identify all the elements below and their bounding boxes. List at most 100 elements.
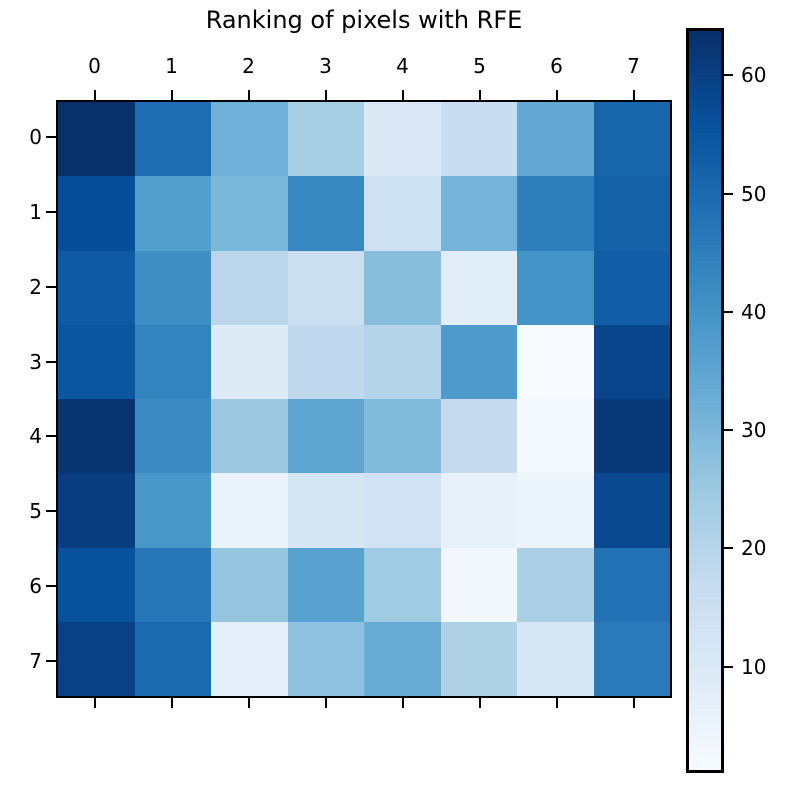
heatmap-cell [593,176,670,251]
tick-mark [46,584,56,587]
tick-mark [46,360,56,363]
heatmap-cell [58,473,135,548]
heatmap-cell [364,324,441,399]
heatmap-cell [58,250,135,325]
colorbar-tick-label: 40 [741,299,767,324]
x-tick-label: 3 [319,54,332,78]
tick-mark [93,698,96,708]
heatmap-cell [211,621,288,696]
y-tick-label: 3 [29,349,42,374]
heatmap-cell [134,176,211,251]
tick-mark [401,90,404,100]
tick-mark [632,698,635,708]
heatmap-cell [211,324,288,399]
heatmap-cell [58,621,135,696]
heatmap-cell [287,324,364,399]
tick-mark [478,698,481,708]
heatmap-cell [211,547,288,622]
tick-mark [724,310,733,313]
colorbar-tick-label: 60 [741,63,767,88]
heatmap-cell [134,324,211,399]
heatmap-cell [134,102,211,177]
colorbar-tick-label: 20 [741,536,767,561]
x-tick-label: 6 [550,54,563,78]
tick-mark [170,698,173,708]
tick-mark [724,547,733,550]
heatmap-cell [58,102,135,177]
tick-mark [401,698,404,708]
heatmap-cell [287,621,364,696]
colorbar-gradient [689,31,721,770]
x-tick-label: 1 [165,54,178,78]
tick-mark [478,90,481,100]
heatmap-cell [440,324,517,399]
tick-mark [632,90,635,100]
chart-title: Ranking of pixels with RFE [205,6,523,34]
heatmap-cell [287,399,364,474]
heatmap-cell [440,621,517,696]
x-tick-label: 7 [627,54,640,78]
heatmap-cell [593,621,670,696]
colorbar-tick-label: 30 [741,418,767,443]
heatmap-cell [440,102,517,177]
heatmap-cell [134,621,211,696]
heatmap-cell [593,473,670,548]
heatmap-cell [58,324,135,399]
heatmap-cell [517,324,594,399]
heatmap-cell [58,547,135,622]
tick-mark [724,665,733,668]
y-tick-label: 5 [29,499,42,524]
tick-mark [555,90,558,100]
heatmap-cell [440,250,517,325]
colorbar-tick-label: 50 [741,181,767,206]
x-tick-label: 2 [242,54,255,78]
heatmap-cell [287,102,364,177]
tick-mark [46,211,56,214]
heatmap-cell [287,176,364,251]
heatmap-cell [134,547,211,622]
tick-mark [170,90,173,100]
x-tick-label: 4 [396,54,409,78]
heatmap-cell [364,547,441,622]
heatmap-cell [287,473,364,548]
heatmap-cell [287,250,364,325]
heatmap-cell [517,250,594,325]
x-tick-label: 0 [88,54,101,78]
y-tick-label: 2 [29,274,42,299]
heatmap-cell [211,102,288,177]
tick-mark [555,698,558,708]
tick-mark [46,435,56,438]
heatmap-cell [593,324,670,399]
heatmap-cell [58,176,135,251]
tick-mark [724,74,733,77]
heatmap-cell [517,473,594,548]
heatmap-cell [364,102,441,177]
tick-mark [46,136,56,139]
heatmap-cell [517,399,594,474]
colorbar [686,28,724,773]
heatmap-cell [134,399,211,474]
heatmap-cell [211,399,288,474]
heatmap-cell [134,250,211,325]
heatmap-cell [58,399,135,474]
heatmap-grid [56,100,672,698]
heatmap-cell [517,621,594,696]
y-tick-label: 1 [29,200,42,225]
tick-mark [46,285,56,288]
tick-mark [724,429,733,432]
tick-mark [324,90,327,100]
heatmap-cell [440,547,517,622]
tick-mark [46,659,56,662]
heatmap-cell [440,176,517,251]
heatmap-cell [211,473,288,548]
heatmap-cell [517,176,594,251]
heatmap-cell [364,621,441,696]
y-tick-label: 7 [29,648,42,673]
tick-mark [247,698,250,708]
heatmap-cell [440,399,517,474]
heatmap-cell [593,102,670,177]
y-tick-label: 6 [29,573,42,598]
tick-mark [46,510,56,513]
heatmap-cell [211,250,288,325]
